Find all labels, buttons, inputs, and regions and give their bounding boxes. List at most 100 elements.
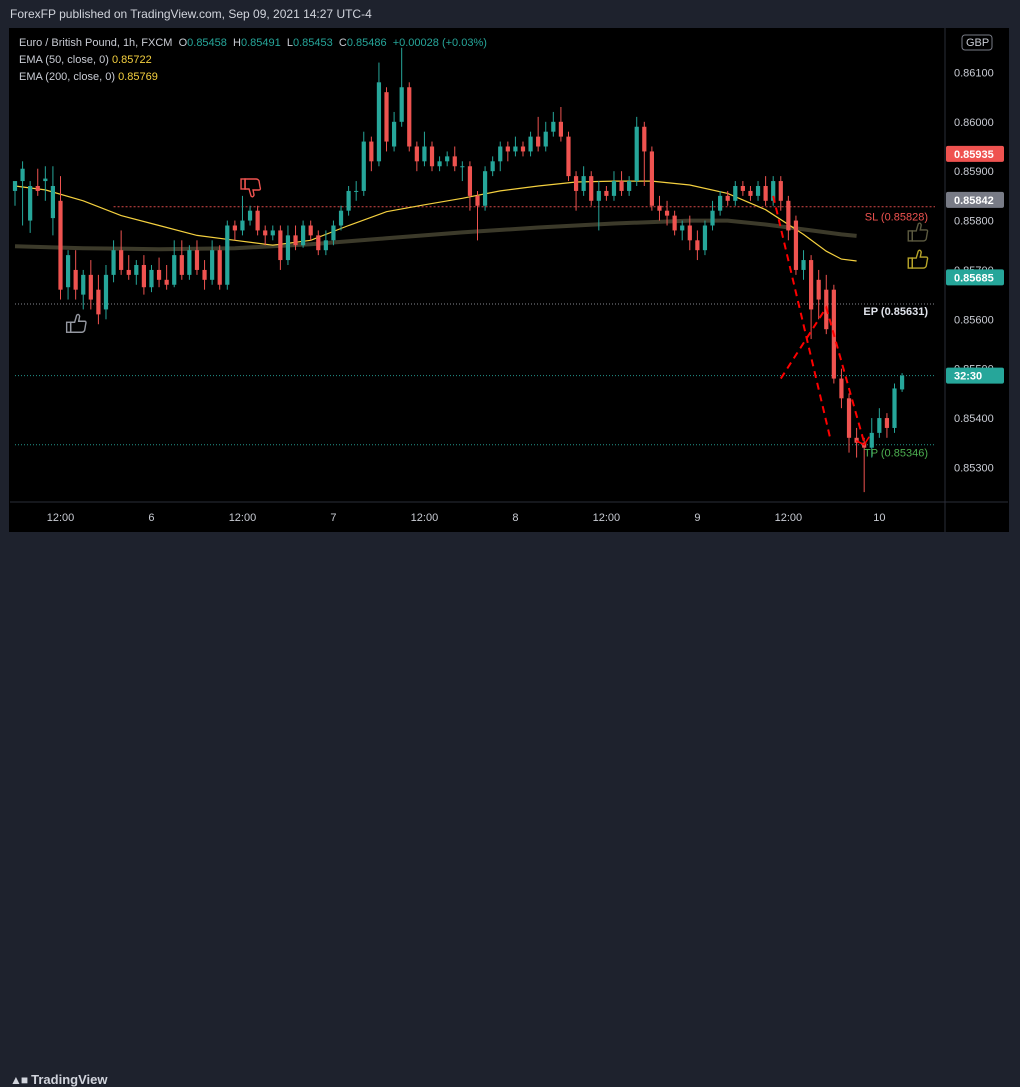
symbol-title[interactable]: Euro / British Pound, 1h, FXCM (19, 37, 173, 49)
candle-body (240, 220, 245, 231)
publisher-line: ForexFP published on TradingView.com, Se… (10, 7, 372, 21)
candle-body (520, 146, 526, 152)
candle-body (96, 289, 101, 315)
candle-body (589, 176, 594, 201)
candle-body (778, 181, 783, 201)
candlestick-chart[interactable]: SL (0.85828) EP (0.85631) TP (0.85346) 0.8… (0, 0, 1020, 566)
candle-body (604, 190, 609, 196)
price-axis[interactable]: 0.861000.860000.859000.858000.857000.856… (946, 34, 1004, 474)
ema200-value: 0.85769 (118, 71, 158, 83)
candle-body (482, 171, 488, 206)
thumbs-up-icon (907, 222, 929, 242)
currency-box (961, 34, 993, 51)
candle-body (899, 375, 905, 390)
legend-row-symbol: Euro / British Pound, 1h, FXCM O0.85458 … (19, 37, 487, 49)
candle-body (513, 146, 518, 152)
thumb-markers (65, 178, 929, 333)
price-tag-box (946, 269, 1004, 286)
candle-body (263, 230, 268, 236)
ema200-path (14, 218, 857, 252)
candle-body (156, 269, 162, 280)
tradingview-mark-icon: ▲■ (10, 1073, 28, 1087)
candle-body (733, 186, 738, 201)
candle-body (407, 87, 412, 147)
candle-body (718, 195, 723, 211)
candle-body (437, 161, 442, 167)
candle-body (581, 176, 586, 191)
price-tag-label: 0.85842 (954, 195, 994, 207)
ema200-label: EMA (200, close, 0) (19, 71, 115, 83)
candle-body (58, 200, 63, 290)
candle-body (149, 269, 154, 288)
level-labels: SL (0.85828) EP (0.85631) TP (0.85346) (863, 212, 928, 460)
candle-body (740, 186, 745, 191)
candle-body (634, 126, 639, 182)
candle-body (12, 181, 18, 191)
candle-body (81, 274, 86, 295)
candle-body (884, 418, 890, 428)
candle-body (28, 186, 33, 221)
price-tick-label: 0.85600 (954, 314, 994, 326)
legend-row-ema200[interactable]: EMA (200, close, 0) 0.85769 (19, 69, 487, 86)
candle-body (664, 210, 670, 216)
candle-body (558, 121, 564, 137)
time-tick-label: 12:00 (775, 512, 803, 524)
candle-body (460, 166, 465, 168)
price-tick-label: 0.85400 (954, 413, 994, 425)
candle-body (217, 250, 222, 285)
candle-body (573, 176, 579, 191)
candles[interactable] (12, 47, 905, 493)
ohlc-low: 0.85453 (292, 37, 333, 49)
candle-body (755, 186, 761, 196)
candle-body (247, 210, 253, 221)
candle-body (43, 178, 48, 182)
candle-body (194, 250, 200, 270)
ema50-value: 0.85722 (111, 54, 152, 66)
price-tag-box (946, 145, 1004, 162)
price-tag-label: 0.85685 (954, 272, 994, 284)
time-tick-label: 12:00 (593, 512, 621, 524)
thumbs-down-icon (240, 178, 262, 198)
candle-body (232, 225, 237, 231)
candle-body (657, 205, 662, 211)
ohlc-change: +0.00028 (+0.03%) (392, 37, 487, 49)
tradingview-logo[interactable]: ▲■ TradingView (10, 1072, 107, 1087)
level-label-sl: SL (0.85828) (865, 212, 928, 224)
candle-body (210, 250, 215, 280)
candle-body (111, 250, 116, 275)
candle-body (877, 418, 882, 433)
legend-row-ema50[interactable]: EMA (50, close, 0) 0.85722 (19, 52, 487, 69)
candle-body (172, 255, 177, 285)
time-tick-label: 12:00 (229, 512, 257, 524)
candle-body (384, 92, 389, 142)
candle-body (467, 166, 473, 196)
candle-body (596, 190, 601, 201)
candle-body (399, 87, 404, 122)
price-tick-label: 0.86000 (954, 117, 994, 129)
candle-body (119, 250, 124, 270)
grid (10, 28, 1008, 532)
candle-body (323, 240, 328, 251)
price-tag-label: 32:30 (954, 371, 982, 383)
projection-path (772, 195, 870, 446)
candle-body (187, 250, 192, 275)
candle-body (702, 225, 708, 251)
time-axis[interactable]: 12:00 6 12:00 7 12:00 8 12:00 9 12:00 10 (47, 512, 886, 524)
candle-body (73, 269, 78, 290)
candle-body (566, 136, 571, 177)
candle-body (308, 225, 313, 236)
candle-body (225, 225, 230, 285)
candle-body (536, 136, 541, 147)
candle-body (278, 230, 283, 261)
currency-label: GBP (966, 37, 989, 49)
candle-body (445, 156, 450, 162)
candle-body (354, 190, 359, 192)
price-tick-label: 0.86100 (954, 67, 994, 79)
candle-body (103, 274, 109, 310)
ohlc-close: 0.85486 (346, 37, 387, 49)
candle-body (255, 210, 260, 231)
level-label-ep: EP (0.85631) (863, 306, 928, 318)
candle-body (452, 156, 457, 167)
candle-body (301, 225, 306, 246)
candle-body (316, 235, 321, 251)
